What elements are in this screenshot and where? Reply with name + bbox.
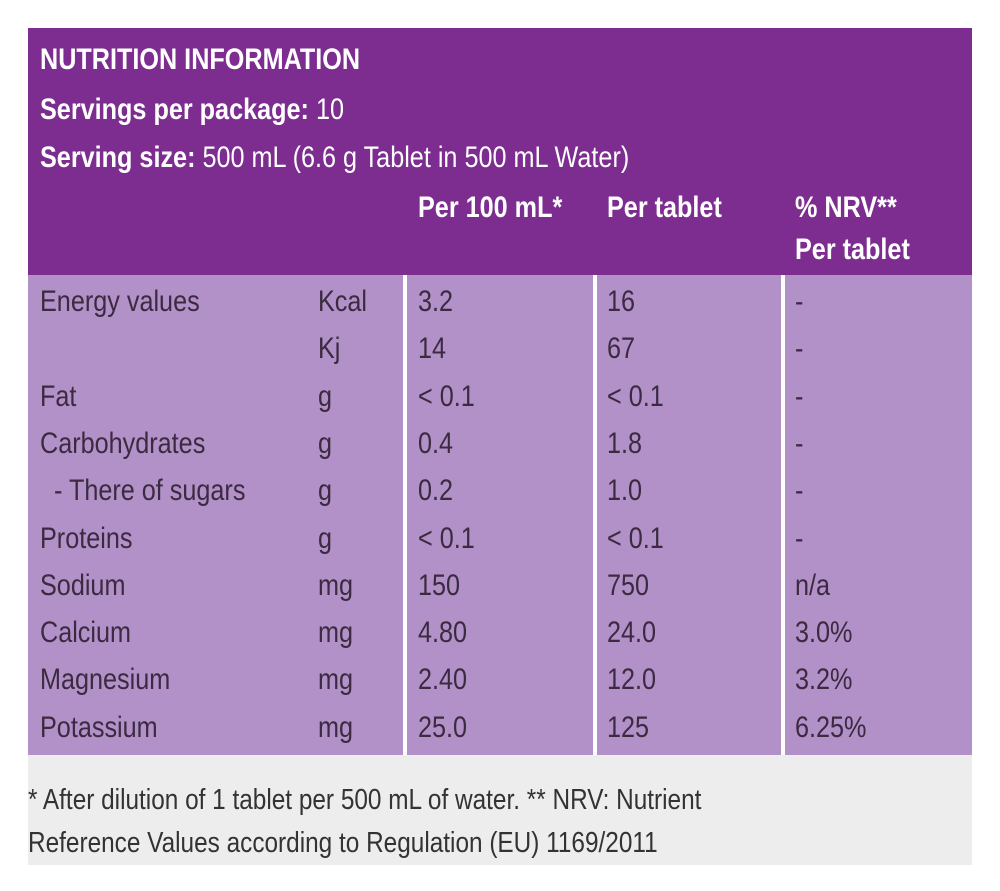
per-tablet: 67 (607, 332, 636, 366)
per-100ml: 25.0 (418, 710, 468, 744)
per-100ml: 2.40 (418, 663, 468, 697)
per-100ml: 150 (418, 568, 461, 602)
divider (403, 275, 407, 755)
row-name: Calcium (40, 616, 132, 650)
column-header: % NRV** (795, 191, 897, 224)
row-name: Proteins (40, 521, 133, 555)
per-tablet: 24.0 (607, 616, 657, 650)
label: Servings per package: (40, 93, 309, 126)
per-tablet: 16 (607, 285, 636, 318)
row-name: Sodium (40, 568, 126, 602)
per-100ml: 0.2 (418, 474, 454, 508)
per-tablet: 125 (607, 710, 650, 744)
header-panel (28, 28, 972, 275)
nrv: 6.25% (795, 710, 867, 744)
servings: Servings per package: 10 (40, 93, 344, 127)
per-tablet: < 0.1 (607, 379, 664, 413)
unit: mg (318, 663, 354, 697)
per-100ml: 3.2 (418, 285, 454, 318)
per-tablet: 1.8 (607, 426, 643, 460)
unit: g (318, 426, 333, 460)
unit: g (318, 474, 333, 508)
nrv: - (795, 332, 804, 366)
row-name: - There of sugars (40, 474, 246, 508)
column-header: Per tablet (795, 233, 910, 266)
row-name: Carbohydrates (40, 426, 206, 460)
footer-panel (28, 755, 972, 865)
title: NUTRITION INFORMATION (40, 43, 361, 76)
nrv: - (795, 521, 804, 555)
row-name: Energy values (40, 285, 200, 318)
unit: Kj (318, 332, 341, 366)
per-tablet: 750 (607, 568, 650, 602)
serving-size: Serving size: 500 mL (6.6 g Tablet in 50… (40, 141, 629, 175)
footnote: * After dilution of 1 tablet per 500 mL … (28, 784, 702, 816)
nrv: - (795, 426, 804, 460)
footnote: Reference Values according to Regulation… (28, 827, 658, 859)
divider (781, 275, 785, 755)
unit: mg (318, 616, 354, 650)
per-100ml: < 0.1 (418, 521, 475, 555)
column-header: Per tablet (607, 191, 722, 224)
divider (593, 275, 597, 755)
per-100ml: 14 (418, 332, 447, 366)
row-name: Potassium (40, 710, 158, 744)
column-header: Per 100 mL* (418, 191, 563, 224)
per-100ml: 0.4 (418, 426, 454, 460)
row-name: Magnesium (40, 663, 171, 697)
per-100ml: 4.80 (418, 616, 468, 650)
nrv: 3.0% (795, 616, 853, 650)
unit: g (318, 379, 333, 413)
label: Serving size: (40, 141, 196, 174)
value: 500 mL (6.6 g Tablet in 500 mL Water) (202, 141, 630, 174)
nrv: - (795, 474, 804, 508)
unit: mg (318, 710, 354, 744)
unit: g (318, 521, 333, 555)
per-tablet: 1.0 (607, 474, 643, 508)
per-100ml: < 0.1 (418, 379, 475, 413)
nrv: 3.2% (795, 663, 853, 697)
nrv: - (795, 285, 804, 318)
body-panel (28, 275, 972, 755)
nrv: n/a (795, 568, 831, 602)
unit: Kcal (318, 285, 368, 318)
value: 10 (315, 93, 344, 126)
nrv: - (795, 379, 804, 413)
per-tablet: 12.0 (607, 663, 657, 697)
unit: mg (318, 568, 354, 602)
per-tablet: < 0.1 (607, 521, 664, 555)
row-name: Fat (40, 379, 77, 413)
